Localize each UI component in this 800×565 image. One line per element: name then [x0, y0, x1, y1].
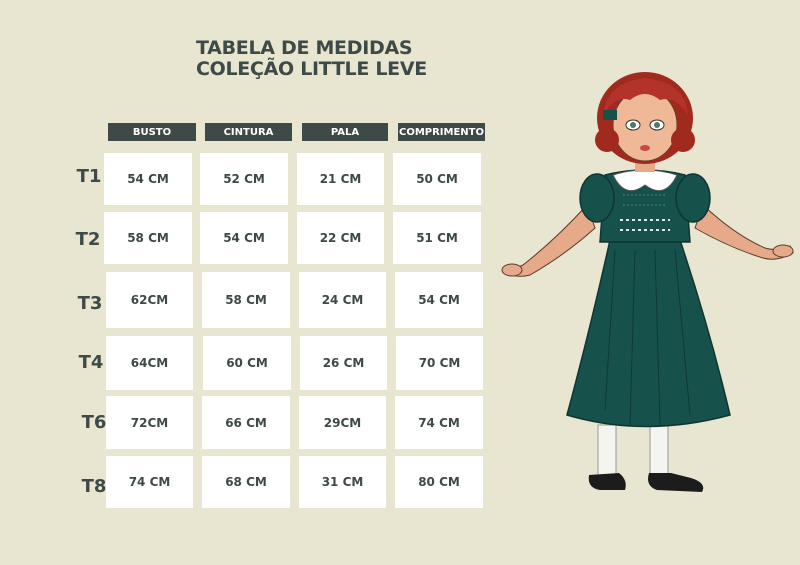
- table-cell: 68 CM: [202, 456, 290, 508]
- table-cell: 80 CM: [395, 456, 483, 508]
- table-cell: 74 CM: [106, 456, 193, 508]
- table-cell: 72CM: [106, 396, 193, 449]
- table-cell: 54 CM: [200, 212, 288, 264]
- table-cell: 52 CM: [200, 153, 288, 205]
- table-cell: 66 CM: [202, 396, 290, 449]
- table-cell: 58 CM: [104, 212, 192, 264]
- header-cintura: CINTURA: [205, 123, 292, 141]
- header-comprimento: COMPRIMENTO: [398, 123, 485, 141]
- table-cell: 31 CM: [299, 456, 386, 508]
- table-cell: 54 CM: [395, 272, 483, 328]
- table-cell: 64CM: [106, 336, 193, 390]
- table-cell: 26 CM: [300, 336, 387, 390]
- table-cell: 60 CM: [203, 336, 291, 390]
- page-title: TABELA DE MEDIDAS COLEÇÃO LITTLE LEVE: [196, 38, 427, 80]
- table-cell: 54 CM: [104, 153, 192, 205]
- size-label: T4: [78, 352, 104, 373]
- table-cell: 58 CM: [202, 272, 290, 328]
- header-pala: PALA: [302, 123, 388, 141]
- table-cell: 24 CM: [299, 272, 386, 328]
- table-cell: 74 CM: [395, 396, 483, 449]
- size-label: T3: [77, 293, 103, 314]
- table-cell: 22 CM: [297, 212, 384, 264]
- table-cell: 62CM: [106, 272, 193, 328]
- table-cell: 29CM: [299, 396, 386, 449]
- title-line-1: TABELA DE MEDIDAS: [196, 37, 413, 59]
- table-cell: 50 CM: [393, 153, 481, 205]
- header-busto: BUSTO: [108, 123, 196, 141]
- table-cell: 70 CM: [396, 336, 483, 390]
- table-cell: 51 CM: [393, 212, 481, 264]
- girl-in-green-dress-illustration: [501, 72, 794, 492]
- size-label: T6: [81, 412, 107, 433]
- table-cell: 21 CM: [297, 153, 384, 205]
- title-line-2: COLEÇÃO LITTLE LEVE: [196, 58, 427, 80]
- size-label: T8: [81, 476, 107, 497]
- size-label: T2: [75, 229, 101, 250]
- size-label: T1: [76, 166, 102, 187]
